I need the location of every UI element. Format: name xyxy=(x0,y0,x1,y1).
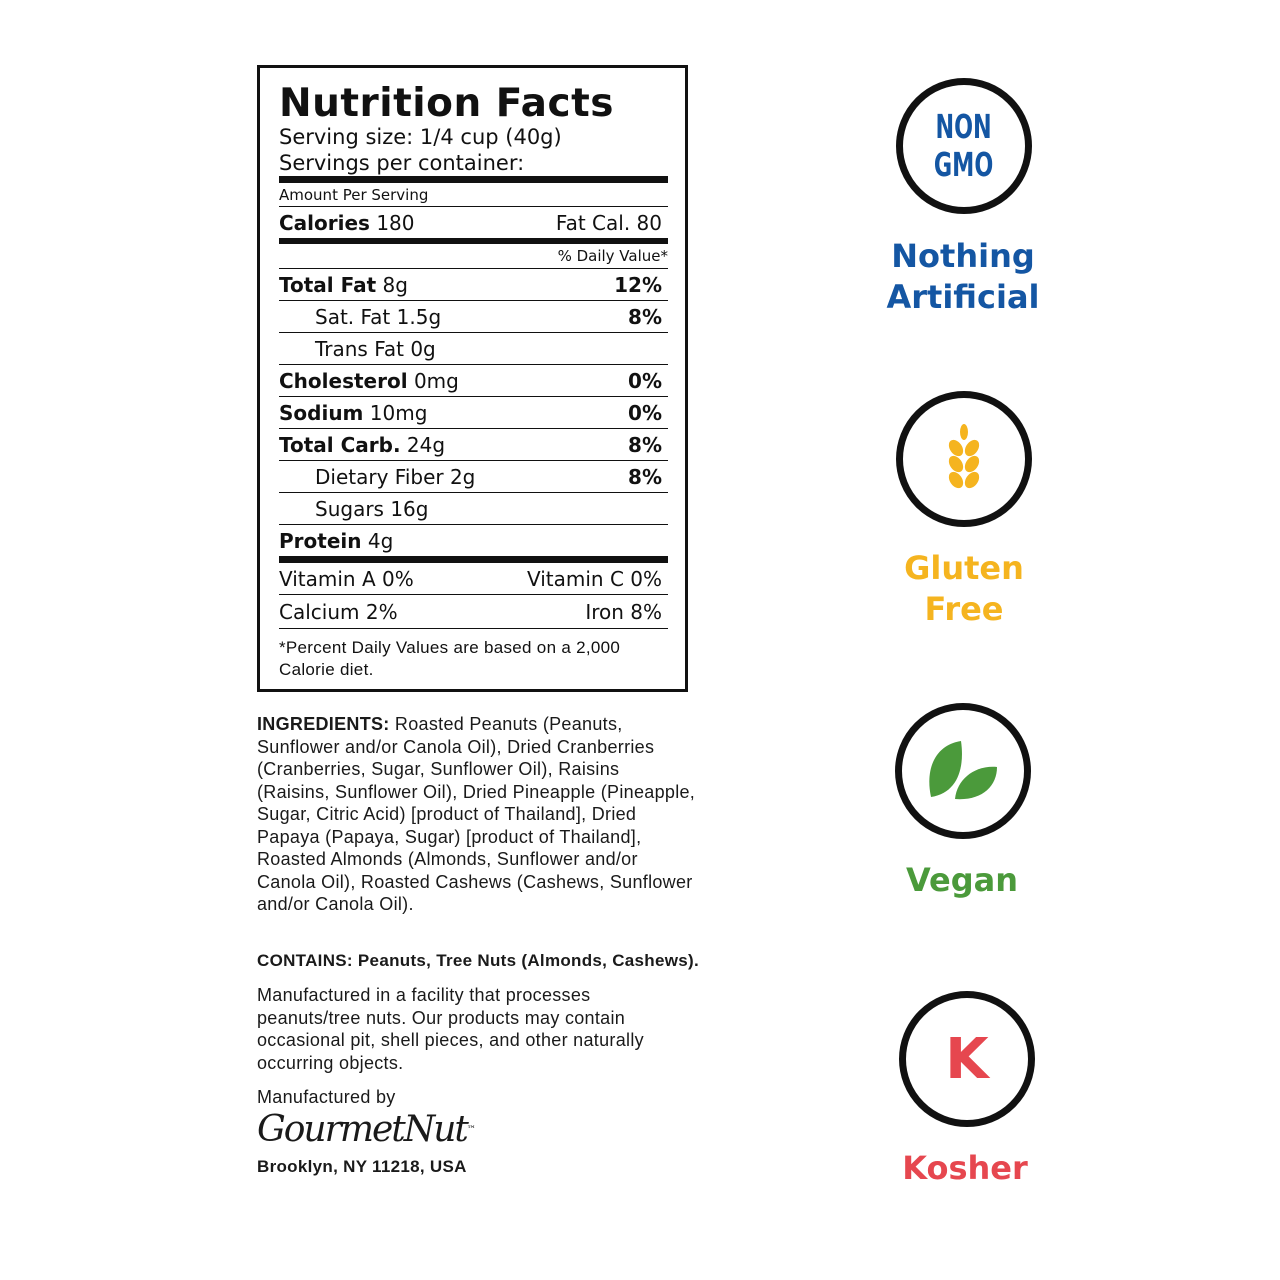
gmo-text: GMO xyxy=(934,145,994,184)
brand-name: GourmetNut xyxy=(257,1109,469,1150)
ingredients-label: INGREDIENTS: xyxy=(257,714,390,734)
servings-per-container: Servings per container: xyxy=(279,151,525,175)
badge-label-nothing-artificial: Nothing Artificial xyxy=(833,236,1093,318)
serving-size: Serving size: 1/4 cup (40g) xyxy=(279,125,562,149)
ingredients-text: Roasted Peanuts (Peanuts, Sunflower and/… xyxy=(257,714,696,914)
divider xyxy=(279,556,668,563)
nutrient-amount: 10mg xyxy=(369,400,428,425)
badge-label-line: Kosher xyxy=(902,1149,1028,1187)
nutrient-row-sat-fat: Sat. Fat 1.5g 8% xyxy=(279,301,668,333)
nutrient-dv: 8% xyxy=(628,304,662,329)
nutrient-label: Total Carb. xyxy=(279,432,401,457)
contains: CONTAINS: Peanuts, Tree Nuts (Almonds, C… xyxy=(257,950,700,973)
nutrient-dv: 0% xyxy=(628,400,662,425)
divider xyxy=(279,176,668,183)
nutrient-label: Trans Fat 0g xyxy=(315,336,436,361)
badge-label-line: Nothing xyxy=(891,237,1035,275)
badge-label-vegan: Vegan xyxy=(832,860,1092,901)
badge-label-line: Vegan xyxy=(906,861,1018,899)
badge-label-gluten-free: Gluten Free xyxy=(834,548,1094,630)
manufacturer-address: Brooklyn, NY 11218, USA xyxy=(257,1157,467,1176)
nutrient-row-protein: Protein 4g xyxy=(279,525,668,556)
kosher-k-icon: K xyxy=(899,991,1035,1127)
nutrient-dv: 8% xyxy=(628,464,662,489)
nutrient-row-total-fat: Total Fat 8g 12% xyxy=(279,269,668,301)
nutrient-amount: 0mg xyxy=(413,368,459,393)
nutrient-row-sugars: Sugars 16g xyxy=(279,493,668,525)
gourmetnut-logo: GourmetNut™ xyxy=(257,1110,697,1150)
nutrient-label: Protein xyxy=(279,528,362,553)
trademark: ™ xyxy=(466,1125,476,1135)
nutrient-dv: 8% xyxy=(628,432,662,457)
manufactured-by: Manufactured by xyxy=(257,1087,396,1107)
nutrient-label: Sodium xyxy=(279,400,364,425)
calories-label: Calories xyxy=(279,210,370,235)
non-text: NON xyxy=(935,107,993,146)
nutrient-label: Cholesterol xyxy=(279,368,408,393)
nutrition-facts-label: Nutrition Facts Serving size: 1/4 cup (4… xyxy=(257,65,688,692)
nutrient-label: Dietary Fiber 2g xyxy=(315,464,476,489)
vitamin-c: Vitamin C 0% xyxy=(526,566,662,591)
nutrient-amount: 8g xyxy=(382,272,408,297)
calories: Calories 180 xyxy=(279,211,415,235)
badge-label-line: Artificial xyxy=(886,278,1040,316)
leaves-icon xyxy=(895,703,1031,839)
minerals-row: Calcium 2% Iron 8% xyxy=(279,595,668,629)
nutrient-dv: 0% xyxy=(628,368,662,393)
divider xyxy=(279,238,668,244)
leaves-glyph xyxy=(929,741,997,800)
calories-value: 180 xyxy=(376,210,415,235)
nutrient-dv: 12% xyxy=(614,272,662,297)
kosher-k-text: K xyxy=(945,1026,989,1092)
fat-calories: Fat Cal. 80 xyxy=(555,210,662,235)
nutrient-amount: 24g xyxy=(406,432,446,457)
nutrient-row-total-carb: Total Carb. 24g 8% xyxy=(279,429,668,461)
footnote: *Percent Daily Values are based on a 2,0… xyxy=(279,638,621,679)
nutrient-label: Sat. Fat 1.5g xyxy=(315,304,442,329)
nutrient-row-trans-fat: Trans Fat 0g xyxy=(279,333,668,365)
ingredients: INGREDIENTS: Roasted Peanuts (Peanuts, S… xyxy=(257,713,697,916)
vitamin-a: Vitamin A 0% xyxy=(279,566,414,591)
daily-value-header: % Daily Value* xyxy=(279,244,668,269)
nutrient-row-cholesterol: Cholesterol 0mg 0% xyxy=(279,365,668,397)
daily-value-text: % Daily Value* xyxy=(557,247,668,265)
contains-text: Peanuts, Tree Nuts (Almonds, Cashews). xyxy=(357,951,700,970)
amount-per-serving: Amount Per Serving xyxy=(279,183,668,207)
calories-row: Calories 180 Fat Cal. 80 xyxy=(279,207,668,238)
wheat-icon xyxy=(896,391,1032,527)
non-gmo-icon: NON GMO xyxy=(896,78,1032,214)
badge-label-line: Free xyxy=(924,590,1004,628)
nutrient-row-sodium: Sodium 10mg 0% xyxy=(279,397,668,429)
contains-label: CONTAINS: xyxy=(257,951,353,970)
amount-per-serving-text: Amount Per Serving xyxy=(279,185,429,204)
nutrient-label: Total Fat xyxy=(279,272,377,297)
facility-note: Manufactured in a facility that processe… xyxy=(257,985,644,1073)
calcium: Calcium 2% xyxy=(279,599,398,624)
badge-label-line: Gluten xyxy=(904,549,1024,587)
nutrient-label: Sugars 16g xyxy=(315,496,429,521)
vitamins-row: Vitamin A 0% Vitamin C 0% xyxy=(279,563,668,595)
wheat-glyph xyxy=(948,424,980,489)
nutrient-row-fiber: Dietary Fiber 2g 8% xyxy=(279,461,668,493)
nutrition-title: Nutrition Facts xyxy=(279,81,614,126)
nutrient-amount: 4g xyxy=(367,528,394,553)
iron: Iron 8% xyxy=(585,599,662,624)
badge-label-kosher: Kosher xyxy=(835,1148,1095,1189)
